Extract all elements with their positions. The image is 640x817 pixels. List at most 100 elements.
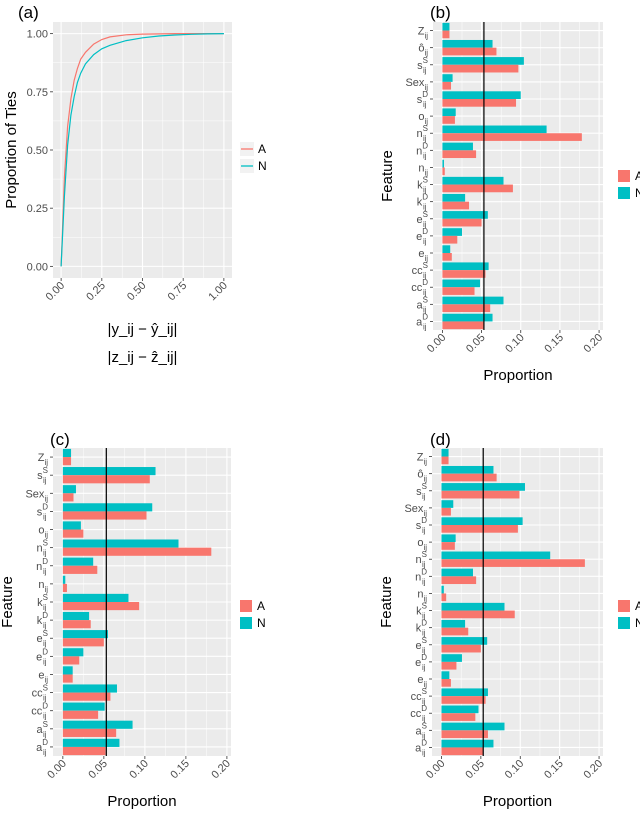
bar-N-13 bbox=[62, 684, 117, 693]
y-tick-label: eij bbox=[38, 669, 48, 684]
bar-N-8 bbox=[442, 159, 444, 168]
y-tick-label: eS ij bbox=[37, 629, 48, 648]
bar-A-4 bbox=[441, 525, 518, 533]
bar-A-3 bbox=[442, 81, 452, 90]
bar-N-0 bbox=[442, 22, 450, 31]
bar-N-1 bbox=[441, 465, 494, 474]
bar-A-5 bbox=[62, 547, 212, 556]
bar-A-16 bbox=[62, 746, 106, 756]
series-line-A bbox=[60, 32, 224, 267]
bar-N-14 bbox=[62, 702, 105, 711]
bar-A-2 bbox=[441, 490, 520, 499]
y-tick-label: aD ij bbox=[415, 738, 427, 757]
bar-A-12 bbox=[62, 674, 73, 683]
y-tick-label: 1.00 bbox=[27, 29, 48, 41]
legend-label-N: N bbox=[635, 616, 640, 630]
bar-N-6 bbox=[442, 125, 547, 134]
legend-label-A: A bbox=[635, 599, 640, 613]
x-tick-label: 0.15 bbox=[542, 758, 566, 782]
y-axis-title: Proportion of Ties bbox=[3, 91, 20, 209]
bar-A-3 bbox=[441, 507, 451, 516]
panel-b-legend: AN bbox=[618, 169, 640, 200]
x-tick-label: 0.10 bbox=[127, 758, 151, 782]
bar-N-12 bbox=[441, 654, 462, 662]
y-tick-label: oij bbox=[418, 111, 428, 126]
bar-A-5 bbox=[441, 542, 455, 550]
y-tick-label: eij bbox=[418, 248, 428, 263]
x-axis-title-line2: |z_ij − ẑ_ij| bbox=[108, 349, 178, 366]
bar-A-5 bbox=[442, 116, 455, 124]
bar-N-11 bbox=[441, 637, 488, 645]
y-tick-label: Sexij bbox=[405, 77, 428, 92]
y-tick-label: eD ij bbox=[36, 647, 48, 666]
bar-A-14 bbox=[62, 710, 99, 719]
y-tick-label: sD ij bbox=[37, 502, 49, 521]
bar-N-11 bbox=[442, 211, 488, 219]
legend-key-N bbox=[618, 617, 630, 629]
bar-N-2 bbox=[442, 57, 524, 65]
bar-A-6 bbox=[62, 565, 98, 574]
bar-N-8 bbox=[441, 585, 444, 594]
legend-key-N bbox=[240, 617, 252, 629]
y-tick-label: nij bbox=[38, 579, 48, 594]
bar-N-5 bbox=[441, 534, 456, 543]
legend-label-N: N bbox=[258, 159, 267, 173]
panel-a-legend: AN bbox=[240, 142, 267, 173]
y-tick-label: 0.25 bbox=[27, 203, 48, 215]
y-tick-label: nD ij bbox=[415, 567, 427, 586]
bar-N-16 bbox=[442, 296, 504, 305]
legend-key-A bbox=[240, 600, 252, 612]
x-tick-label: 0.20 bbox=[582, 332, 606, 356]
y-tick-label: nij bbox=[417, 588, 427, 603]
y-tick-label: ccS ij bbox=[411, 687, 427, 706]
x-tick-label: 0.00 bbox=[44, 280, 68, 304]
bar-A-9 bbox=[441, 610, 515, 619]
y-tick-label: Zij bbox=[38, 452, 49, 467]
bar-N-10 bbox=[62, 630, 108, 639]
bar-A-12 bbox=[442, 235, 458, 244]
bar-A-10 bbox=[441, 627, 469, 636]
bar-A-9 bbox=[442, 184, 513, 193]
x-tick-label: 0.05 bbox=[86, 758, 110, 782]
bar-N-14 bbox=[441, 688, 488, 697]
bar-A-1 bbox=[442, 47, 497, 56]
y-tick-label: ccD ij bbox=[410, 704, 427, 723]
x-tick-label: 0.00 bbox=[45, 758, 69, 782]
bar-A-2 bbox=[442, 64, 519, 73]
bar-N-6 bbox=[441, 551, 551, 560]
y-tick-label: nS ij bbox=[416, 550, 427, 569]
bar-N-1 bbox=[442, 39, 493, 48]
x-tick-label: 0.50 bbox=[125, 280, 149, 304]
y-tick-label: sS ij bbox=[417, 56, 428, 75]
x-tick-label: 0.20 bbox=[582, 758, 606, 782]
y-tick-label: aD ij bbox=[416, 312, 428, 331]
bar-N-5 bbox=[442, 108, 456, 117]
legend-key-A bbox=[618, 170, 630, 182]
y-tick-label: aS ij bbox=[417, 295, 428, 314]
x-axis-title: Proportion bbox=[483, 793, 552, 810]
bar-A-17 bbox=[442, 321, 484, 330]
y-tick-label: ccD ij bbox=[411, 278, 428, 297]
bar-N-7 bbox=[442, 142, 473, 151]
bar-N-0 bbox=[441, 448, 449, 457]
legend-label-N: N bbox=[635, 186, 640, 200]
bar-A-9 bbox=[62, 620, 91, 629]
bar-A-6 bbox=[442, 133, 582, 141]
y-tick-label: sS ij bbox=[37, 466, 48, 485]
bar-A-6 bbox=[441, 559, 585, 567]
y-tick-label: eij bbox=[417, 674, 427, 689]
bar-N-0 bbox=[62, 448, 72, 458]
legend-label-N: N bbox=[257, 616, 266, 630]
bar-N-9 bbox=[441, 602, 505, 611]
y-tick-label: ccS ij bbox=[412, 261, 428, 280]
bar-N-4 bbox=[441, 517, 523, 525]
y-tick-label: sD ij bbox=[416, 516, 428, 535]
y-tick-label: 0.00 bbox=[27, 261, 48, 273]
x-tick-label: 0.15 bbox=[542, 332, 566, 356]
panel-label-c: (c) bbox=[50, 430, 70, 449]
bar-A-17 bbox=[441, 747, 484, 756]
bar-N-16 bbox=[62, 738, 120, 747]
bar-A-14 bbox=[442, 270, 486, 278]
